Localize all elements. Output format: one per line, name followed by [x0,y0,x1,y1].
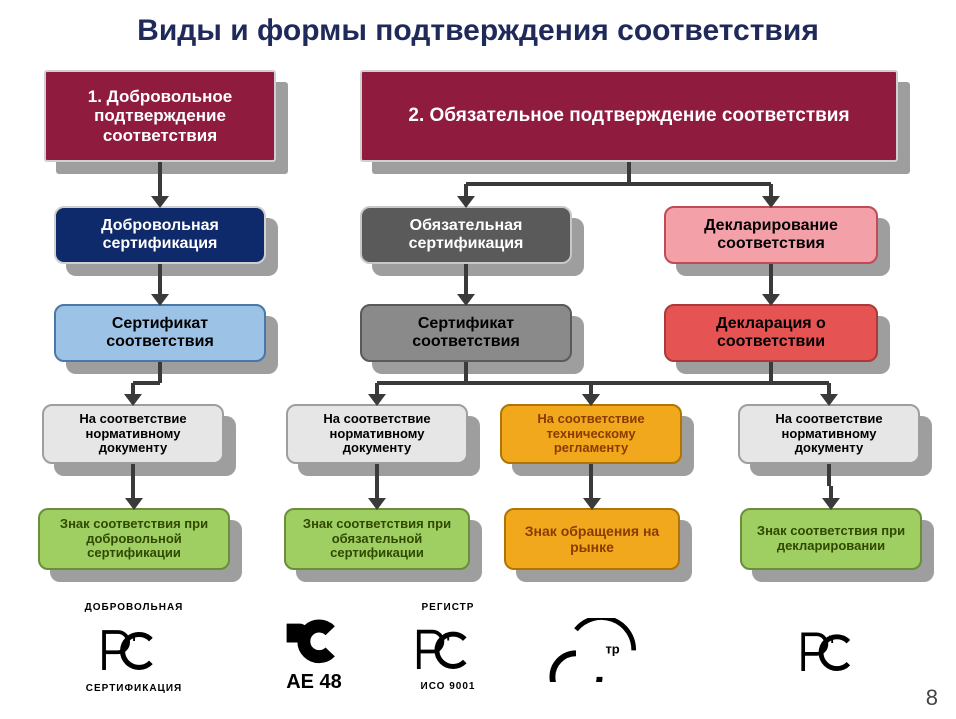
node-n1: 1. Добровольное подтверждение соответств… [44,70,276,162]
node-n10: На соответствие нормативному документу [286,404,468,464]
page-number: 8 [926,685,938,711]
node-n2: 2. Обязательное подтверждение соответств… [360,70,898,162]
node-n11: На соответствие техническому регламенту [500,404,682,464]
svg-text:т: т [445,628,452,643]
node-n4: Обязательная сертификация [360,206,572,264]
node-n12: На соответствие нормативному документу [738,404,920,464]
node-n14: Знак соответствия при обязательной серти… [284,508,470,570]
svg-text:т: т [131,628,138,644]
node-n16: Знак соответствия при декларировании [740,508,922,570]
logo-iso: РЕГИСТР т ИСО 9001 [388,590,508,704]
node-n7: Сертификат соответствия [360,304,572,362]
node-n15: Знак обращения на рынке [504,508,680,570]
node-n5: Декларирование соответствия [664,206,878,264]
logo-ctp: тр [532,596,672,704]
page-title: Виды и формы подтверждения соответствия [0,0,956,56]
diagram-stage: 1. Добровольное подтверждение соответств… [0,56,956,716]
logo-ae48: т АЕ 48 [256,596,372,704]
node-n8: Декларация о соответствии [664,304,878,362]
svg-text:т: т [829,631,836,646]
logo-voluntary: ДОБРОВОЛЬНАЯ т СЕРТИФИКАЦИЯ [66,590,202,706]
node-n9: На соответствие нормативному документу [42,404,224,464]
node-n3: Добровольная сертификация [54,206,266,264]
logo-plain: т [758,594,906,706]
node-n13: Знак соответствия при добровольной серти… [38,508,230,570]
svg-text:т: т [311,620,317,635]
svg-text:тр: тр [605,641,619,656]
node-n6: Сертификат соответствия [54,304,266,362]
